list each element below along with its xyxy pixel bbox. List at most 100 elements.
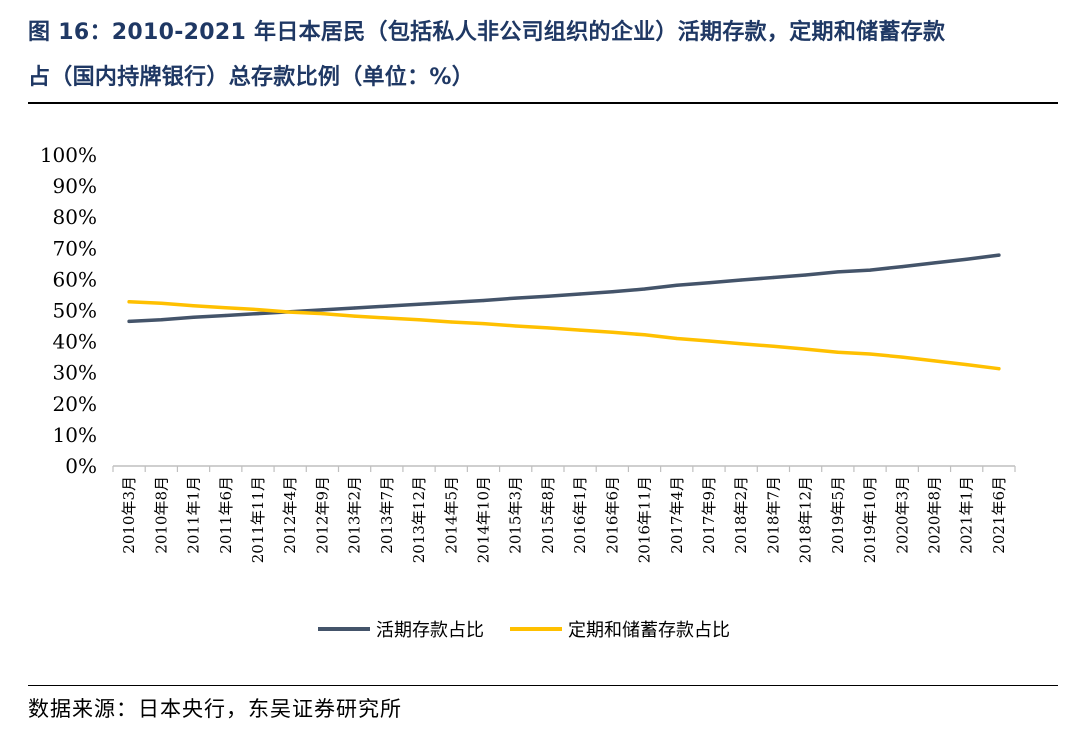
x-tick-label: 2010年8月 bbox=[152, 476, 170, 554]
x-tick-label: 2011年11月 bbox=[249, 476, 267, 563]
data-point bbox=[224, 306, 228, 310]
x-tick-label: 2013年7月 bbox=[378, 476, 396, 554]
data-point bbox=[353, 306, 357, 310]
data-point bbox=[932, 261, 937, 265]
data-point bbox=[256, 307, 260, 312]
data-point bbox=[481, 321, 486, 326]
data-point bbox=[224, 313, 228, 318]
series-line-1 bbox=[127, 253, 1001, 324]
data-point bbox=[288, 310, 292, 314]
data-point bbox=[353, 314, 357, 318]
y-tick-label: 0% bbox=[65, 454, 97, 478]
data-point bbox=[256, 312, 260, 316]
y-tick-label: 70% bbox=[53, 236, 97, 260]
data-point bbox=[385, 304, 389, 308]
x-tick-label: 2013年12月 bbox=[410, 476, 428, 563]
data-point bbox=[578, 292, 582, 296]
y-tick-label: 40% bbox=[53, 330, 97, 354]
x-tick-label: 2010年3月 bbox=[120, 476, 138, 554]
legend-label-2: 定期和储蓄存款占比 bbox=[568, 620, 730, 641]
x-tick-label: 2016年6月 bbox=[603, 476, 621, 554]
data-point bbox=[836, 350, 840, 354]
data-point bbox=[675, 283, 679, 287]
y-tick-label: 30% bbox=[53, 361, 97, 385]
legend-label-1: 活期存款占比 bbox=[376, 620, 484, 641]
y-tick-label: 60% bbox=[53, 267, 97, 291]
y-tick-label: 10% bbox=[53, 423, 97, 447]
data-point bbox=[997, 253, 1001, 257]
data-point bbox=[127, 300, 131, 304]
data-point bbox=[127, 319, 131, 323]
source-note: 数据来源：日本央行，东吴证券研究所 bbox=[28, 697, 402, 721]
x-tick-label: 2014年10月 bbox=[474, 476, 492, 563]
data-point bbox=[965, 257, 969, 261]
data-point bbox=[675, 336, 679, 341]
x-tick-label: 2021年6月 bbox=[990, 476, 1008, 554]
x-tick-label: 2011年1月 bbox=[185, 476, 203, 554]
title-divider bbox=[28, 102, 1058, 104]
data-point bbox=[191, 315, 196, 319]
data-point bbox=[159, 318, 163, 322]
x-tick-label: 2021年1月 bbox=[958, 476, 976, 554]
x-tick-label: 2016年11月 bbox=[636, 476, 654, 563]
data-point bbox=[707, 281, 711, 285]
x-tick-label: 2017年9月 bbox=[700, 476, 718, 554]
data-point bbox=[868, 352, 872, 356]
x-tick-label: 2016年1月 bbox=[571, 476, 589, 554]
data-point bbox=[514, 324, 518, 328]
data-point bbox=[449, 300, 453, 305]
source-divider bbox=[28, 685, 1058, 686]
x-tick-label: 2014年5月 bbox=[442, 476, 460, 554]
data-point bbox=[546, 294, 550, 298]
data-point bbox=[997, 367, 1001, 371]
x-tick-label: 2015年3月 bbox=[507, 476, 525, 554]
data-point bbox=[836, 270, 840, 274]
data-point bbox=[771, 344, 775, 348]
y-tick-label: 100% bbox=[40, 143, 97, 167]
data-point bbox=[804, 273, 808, 277]
data-point bbox=[546, 326, 550, 330]
data-point bbox=[771, 275, 775, 280]
x-tick-label: 2017年4月 bbox=[668, 476, 686, 554]
chart-title: 图 16：2010-2021 年日本居民（包括私人非公司组织的企业）活期存款，定… bbox=[28, 10, 1058, 100]
x-tick-label: 2018年7月 bbox=[764, 476, 782, 554]
y-tick-label: 80% bbox=[53, 205, 97, 229]
x-tick-label: 2012年9月 bbox=[313, 476, 331, 554]
data-point bbox=[900, 355, 904, 359]
y-tick-label: 20% bbox=[53, 392, 97, 416]
data-point bbox=[739, 342, 743, 346]
x-tick-label: 2013年2月 bbox=[346, 476, 364, 554]
chart-title-line1: 图 16：2010-2021 年日本居民（包括私人非公司组织的企业）活期存款，定… bbox=[28, 20, 946, 45]
data-point bbox=[578, 328, 582, 332]
data-point bbox=[868, 268, 872, 272]
x-tick-label: 2019年5月 bbox=[829, 476, 847, 554]
data-point bbox=[191, 304, 196, 308]
data-point bbox=[449, 320, 453, 324]
data-point bbox=[159, 301, 163, 305]
data-point bbox=[320, 312, 324, 316]
data-point bbox=[642, 333, 647, 337]
data-point bbox=[514, 296, 518, 300]
data-point bbox=[385, 316, 389, 320]
y-tick-label: 90% bbox=[53, 174, 97, 198]
data-point bbox=[739, 278, 743, 282]
x-tick-label: 2012年4月 bbox=[281, 476, 299, 554]
x-tick-label: 2018年2月 bbox=[732, 476, 750, 554]
data-point bbox=[610, 290, 614, 294]
data-point bbox=[932, 359, 937, 363]
data-point bbox=[417, 302, 421, 306]
series-line-2 bbox=[127, 300, 1001, 371]
x-tick-label: 2019年10月 bbox=[861, 476, 879, 563]
data-point bbox=[642, 287, 647, 291]
data-point bbox=[707, 339, 711, 343]
data-point bbox=[610, 330, 614, 334]
data-point bbox=[320, 308, 324, 312]
data-point bbox=[965, 363, 969, 367]
x-tick-label: 2011年6月 bbox=[217, 476, 235, 554]
data-point bbox=[900, 265, 904, 269]
y-tick-label: 50% bbox=[53, 299, 97, 323]
data-point bbox=[481, 298, 486, 303]
x-tick-label: 2018年12月 bbox=[797, 476, 815, 563]
data-point bbox=[804, 347, 808, 351]
x-tick-label: 2020年3月 bbox=[893, 476, 911, 554]
